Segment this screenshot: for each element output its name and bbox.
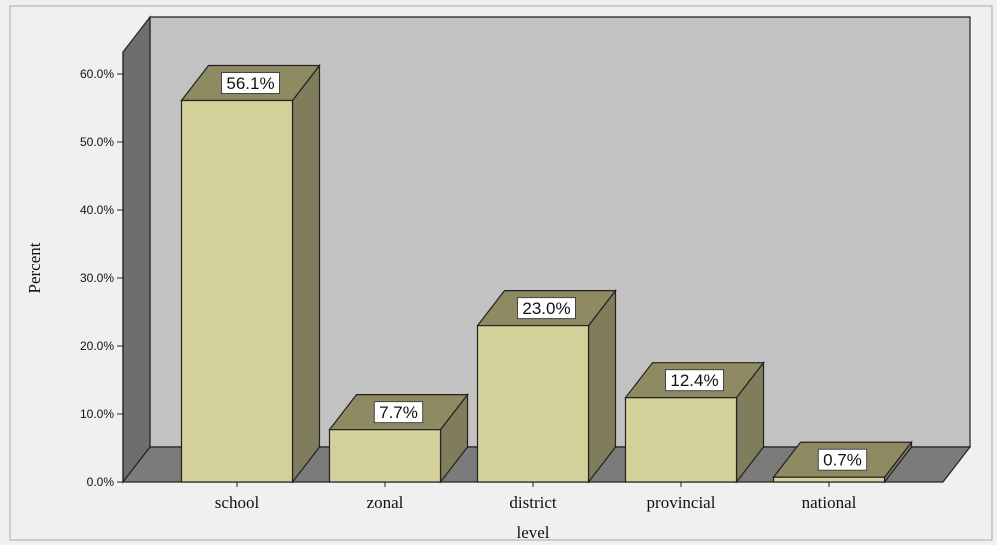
- bar-district: [476, 288, 617, 484]
- bar-front: [476, 325, 590, 483]
- y-tick-label: 20.0%: [80, 339, 114, 353]
- bar-front: [328, 429, 442, 483]
- data-label-text: 0.7%: [823, 451, 862, 470]
- y-tick-label: 30.0%: [80, 271, 114, 285]
- category-label: zonal: [367, 493, 404, 512]
- data-label-box: [221, 72, 280, 95]
- category-label: district: [509, 493, 556, 512]
- data-label-box: [817, 448, 868, 471]
- bar-front: [624, 397, 738, 483]
- y-tick-label: 60.0%: [80, 67, 114, 81]
- data-label-box: [373, 401, 424, 424]
- side-wall: [122, 15, 151, 484]
- y-tick-label: 50.0%: [80, 135, 114, 149]
- category-label: school: [215, 493, 260, 512]
- bar-side: [291, 63, 321, 484]
- category-label: national: [802, 493, 857, 512]
- y-tick-label: 40.0%: [80, 203, 114, 217]
- data-label-box: [517, 297, 576, 320]
- y-tick-label: 10.0%: [80, 407, 114, 421]
- category-labels: school zonal district provincial national: [215, 482, 857, 512]
- data-label-text: 7.7%: [379, 403, 418, 422]
- data-label-text: 56.1%: [226, 74, 274, 93]
- y-axis-ticks: 0.0% 10.0% 20.0% 30.0% 40.0% 50.0% 60.0%: [80, 67, 123, 489]
- category-label: provincial: [647, 493, 716, 512]
- y-tick-label: 0.0%: [87, 475, 115, 489]
- data-label: 0.7%: [817, 448, 868, 471]
- x-axis-title: level: [516, 523, 549, 542]
- bar-front: [180, 99, 294, 483]
- data-label: 23.0%: [517, 297, 576, 320]
- bar-front: [772, 476, 886, 483]
- bar-school: [180, 63, 321, 484]
- y-axis-title: Percent: [25, 242, 44, 293]
- data-label: 7.7%: [373, 401, 424, 424]
- data-label-text: 12.4%: [670, 371, 718, 390]
- data-label: 56.1%: [221, 72, 280, 95]
- data-label-text: 23.0%: [522, 299, 570, 318]
- data-label-box: [665, 369, 724, 392]
- data-label: 12.4%: [665, 369, 724, 392]
